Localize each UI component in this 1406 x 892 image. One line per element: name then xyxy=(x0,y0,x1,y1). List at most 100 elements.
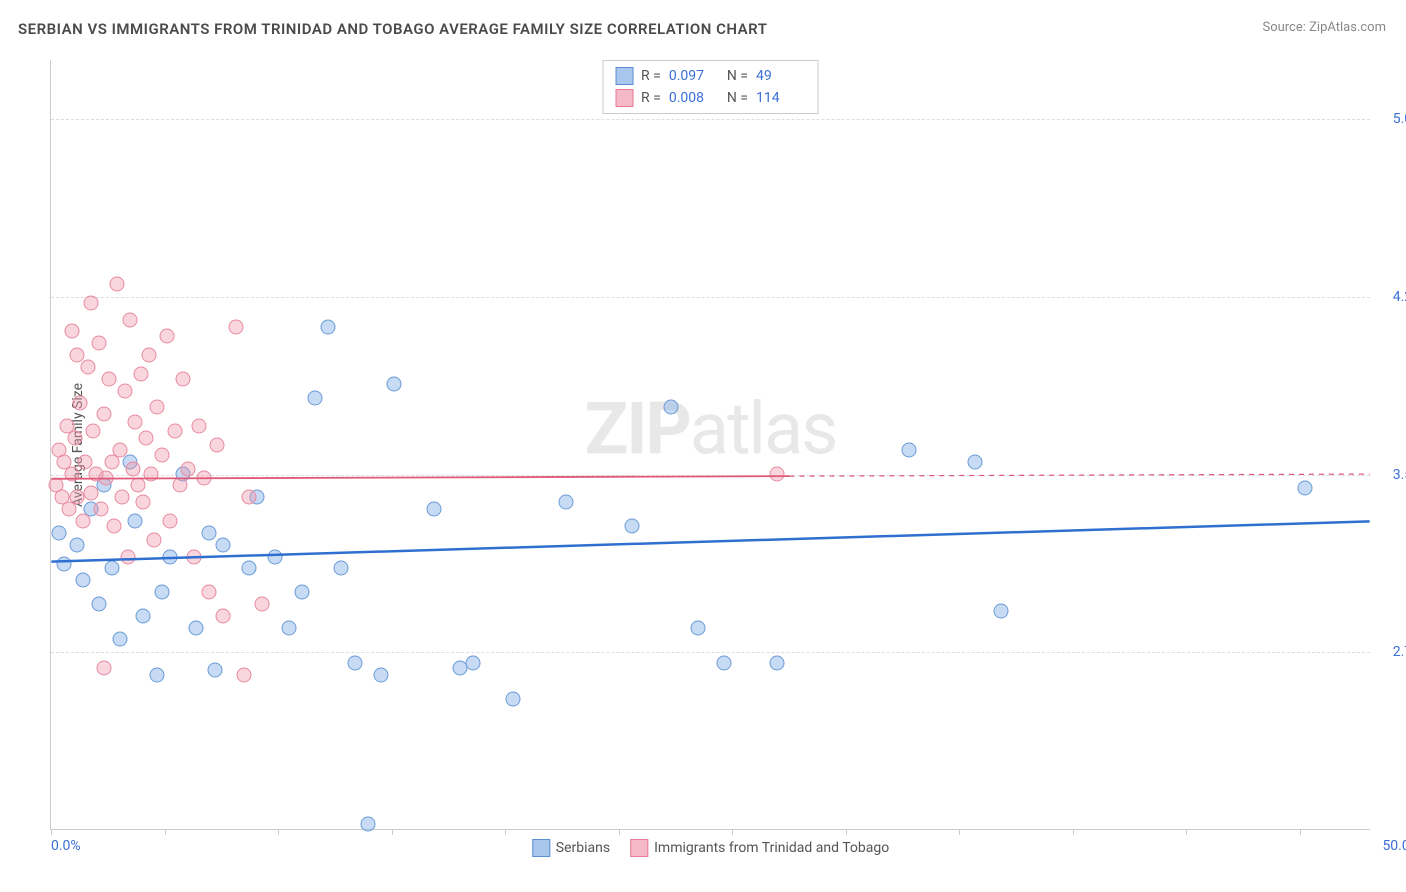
n-value-0: 49 xyxy=(756,68,806,84)
legend-label-0: Serbians xyxy=(556,840,610,856)
data-point xyxy=(65,466,80,481)
data-point xyxy=(268,549,283,564)
y-tick-label: 3.50 xyxy=(1375,467,1406,483)
data-point xyxy=(162,514,177,529)
data-point xyxy=(160,329,175,344)
data-point xyxy=(136,608,151,623)
data-point xyxy=(83,296,98,311)
data-point xyxy=(506,691,521,706)
data-point xyxy=(104,561,119,576)
data-point xyxy=(96,407,111,422)
chart-area: Average Family Size ZIPatlas R = 0.097 N… xyxy=(50,60,1370,830)
data-point xyxy=(162,549,177,564)
y-tick-label: 4.25 xyxy=(1375,289,1406,305)
y-tick-label: 5.00 xyxy=(1375,111,1406,127)
data-point xyxy=(149,400,164,415)
data-point xyxy=(115,490,130,505)
data-point xyxy=(83,485,98,500)
data-point xyxy=(91,336,106,351)
data-point xyxy=(242,490,257,505)
data-point xyxy=(146,532,161,547)
data-point xyxy=(210,438,225,453)
watermark: ZIPatlas xyxy=(585,387,837,472)
data-point xyxy=(168,423,183,438)
legend-item-trinidad: Immigrants from Trinidad and Tobago xyxy=(630,839,889,857)
legend-row-serbians: R = 0.097 N = 49 xyxy=(615,65,806,87)
data-point xyxy=(294,585,309,600)
x-axis-max: 50.0% xyxy=(1382,838,1406,854)
data-point xyxy=(96,660,111,675)
data-point xyxy=(73,395,88,410)
data-point xyxy=(102,371,117,386)
chart-title: SERBIAN VS IMMIGRANTS FROM TRINIDAD AND … xyxy=(18,20,767,38)
data-point xyxy=(717,656,732,671)
data-point xyxy=(202,525,217,540)
data-point xyxy=(173,478,188,493)
data-point xyxy=(128,514,143,529)
data-point xyxy=(624,518,639,533)
swatch-pink xyxy=(630,839,648,857)
data-point xyxy=(112,632,127,647)
data-point xyxy=(321,319,336,334)
data-point xyxy=(141,348,156,363)
data-point xyxy=(347,656,362,671)
trend-lines xyxy=(51,60,1370,829)
data-point xyxy=(202,585,217,600)
data-point xyxy=(770,466,785,481)
data-point xyxy=(181,461,196,476)
correlation-legend: R = 0.097 N = 49 R = 0.008 N = 114 xyxy=(602,60,819,114)
data-point xyxy=(144,466,159,481)
data-point xyxy=(690,620,705,635)
data-point xyxy=(154,447,169,462)
data-point xyxy=(308,390,323,405)
x-axis-min: 0.0% xyxy=(51,838,81,854)
swatch-pink xyxy=(615,89,633,107)
data-point xyxy=(65,324,80,339)
data-point xyxy=(99,471,114,486)
data-point xyxy=(197,471,212,486)
n-label: N = xyxy=(727,68,748,84)
data-point xyxy=(1298,480,1313,495)
data-point xyxy=(664,400,679,415)
data-point xyxy=(236,668,251,683)
data-point xyxy=(107,518,122,533)
data-point xyxy=(215,537,230,552)
data-point xyxy=(215,608,230,623)
data-point xyxy=(136,495,151,510)
data-point xyxy=(67,431,82,446)
source-label: Source: ZipAtlas.com xyxy=(1262,20,1386,35)
n-value-1: 114 xyxy=(756,90,806,106)
data-point xyxy=(112,442,127,457)
legend-label-1: Immigrants from Trinidad and Tobago xyxy=(654,840,889,856)
legend-item-serbians: Serbians xyxy=(532,839,610,857)
n-label: N = xyxy=(727,90,748,106)
data-point xyxy=(207,663,222,678)
data-point xyxy=(334,561,349,576)
data-point xyxy=(281,620,296,635)
data-point xyxy=(387,376,402,391)
r-label: R = xyxy=(641,90,661,106)
data-point xyxy=(70,348,85,363)
series-legend: Serbians Immigrants from Trinidad and To… xyxy=(532,839,889,857)
data-point xyxy=(770,656,785,671)
data-point xyxy=(91,596,106,611)
data-point xyxy=(968,454,983,469)
data-point xyxy=(902,442,917,457)
data-point xyxy=(86,423,101,438)
data-point xyxy=(426,502,441,517)
data-point xyxy=(228,319,243,334)
data-point xyxy=(110,277,125,292)
data-point xyxy=(242,561,257,576)
r-value-0: 0.097 xyxy=(669,68,719,84)
data-point xyxy=(186,549,201,564)
data-point xyxy=(558,495,573,510)
data-point xyxy=(191,419,206,434)
data-point xyxy=(75,573,90,588)
data-point xyxy=(154,585,169,600)
r-label: R = xyxy=(641,68,661,84)
swatch-blue xyxy=(615,67,633,85)
data-point xyxy=(128,414,143,429)
data-point xyxy=(994,604,1009,619)
data-point xyxy=(360,817,375,832)
data-point xyxy=(139,431,154,446)
